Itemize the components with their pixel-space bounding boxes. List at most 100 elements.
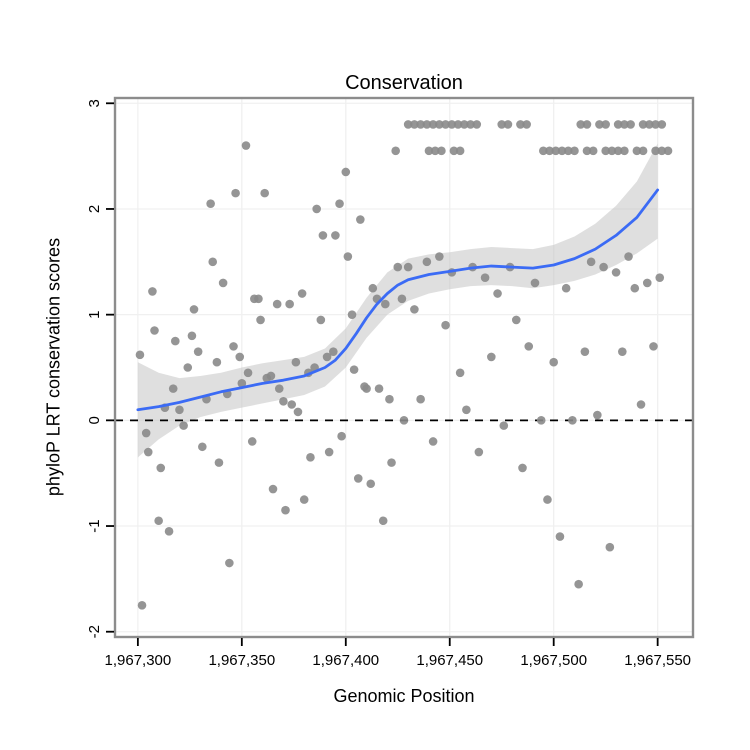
scatter-point [189,305,199,314]
y-axis-tick-label: -2 [86,625,103,638]
scatter-point [380,299,390,309]
scatter-point [287,400,297,409]
scatter-point [455,146,465,156]
scatter-point [306,453,315,462]
scatter-point [428,437,438,446]
scatter-point [403,262,413,272]
scatter-point [613,120,623,129]
scatter-point [588,146,598,156]
scatter-point [193,347,203,356]
scatter-point [208,257,218,267]
scatter-point [387,458,396,467]
scatter-point [137,600,147,610]
scatter-point [549,357,558,367]
scatter-point [170,336,180,346]
scatter-point [441,120,450,129]
scatter-point [156,463,166,473]
x-axis-tick-label: 1,967,500 [520,652,587,669]
scatter-point [422,257,432,267]
scatter-point [214,458,224,467]
scatter-point [599,262,608,272]
scatter-point [416,120,425,129]
scatter-point [331,231,340,240]
scatter-point [164,527,174,536]
smooth-trend-line [136,188,660,412]
scatter-point [472,120,482,129]
scatter-point [416,394,425,404]
scatter-point [198,442,207,452]
scatter-point [636,400,646,409]
scatter-point [645,120,654,129]
scatter-point [268,484,278,494]
scatter-point [247,437,257,446]
x-axis-title: Genomic Position [333,686,475,706]
scatter-point [324,447,334,457]
scatter-point [256,315,265,325]
y-axis-tick-label: 3 [86,99,103,107]
scatter-point [459,120,469,129]
x-axis-tick-label: 1,967,350 [208,652,275,669]
x-axis-tick-label: 1,967,400 [312,652,379,669]
scatter-point [601,120,610,129]
scatter-point [462,405,471,415]
scatter-point [243,368,253,378]
scatter-point [455,368,465,378]
scatter-point [285,299,294,309]
scatter-point [657,120,667,129]
scatter-point [561,283,571,293]
scatter-point [511,315,521,325]
scatter-point [651,146,660,156]
scatter-point [607,146,617,156]
scatter-point [563,146,573,156]
scatter-point [266,371,276,381]
scatter-point [497,120,507,129]
scatter-point [568,416,577,425]
plot-panel [115,98,693,637]
scatter-point [148,287,157,296]
scatter-point [551,146,561,156]
scatter-point [605,542,615,552]
scatter-point [368,283,378,293]
scatter-point [318,231,328,240]
scatter-point [385,394,394,404]
scatter-point [141,428,151,438]
scatter-point [638,120,648,129]
scatter-point [154,516,163,526]
scatter-point [229,342,238,351]
scatter-point [430,146,440,156]
panel-border [113,96,695,639]
scatter-point [212,357,222,367]
scatter-point [557,146,567,156]
scatter-point [274,384,284,393]
scatter-point [651,120,660,129]
scatter-point [453,120,463,129]
scatter-point [530,278,540,288]
scatter-point [293,407,303,417]
scatter-point [555,532,565,541]
scatter-point [403,120,413,129]
scatter-point [179,421,188,430]
scatter-point [175,405,184,415]
scatter-point [428,120,438,129]
x-axis-tick-label: 1,967,450 [416,652,483,669]
scatter-point [543,495,552,504]
scatter-point [322,352,332,362]
scatter-point [435,252,444,261]
scatter-point [218,278,228,288]
scatter-point [493,289,502,298]
scatter-point [632,146,642,156]
scatter-point [281,505,290,515]
scatter-point [595,120,604,129]
scatter-point [329,347,338,356]
scatter-point [663,146,673,156]
y-axis-tick-label: -1 [86,519,103,532]
scatter-point [335,199,344,208]
scatter-point [260,188,269,198]
scatter-point [187,331,197,341]
scatter-point [393,262,403,272]
scatter-point [356,215,365,224]
scatter-point [576,120,586,129]
scatter-point [574,579,583,589]
scatter-point [312,204,321,214]
